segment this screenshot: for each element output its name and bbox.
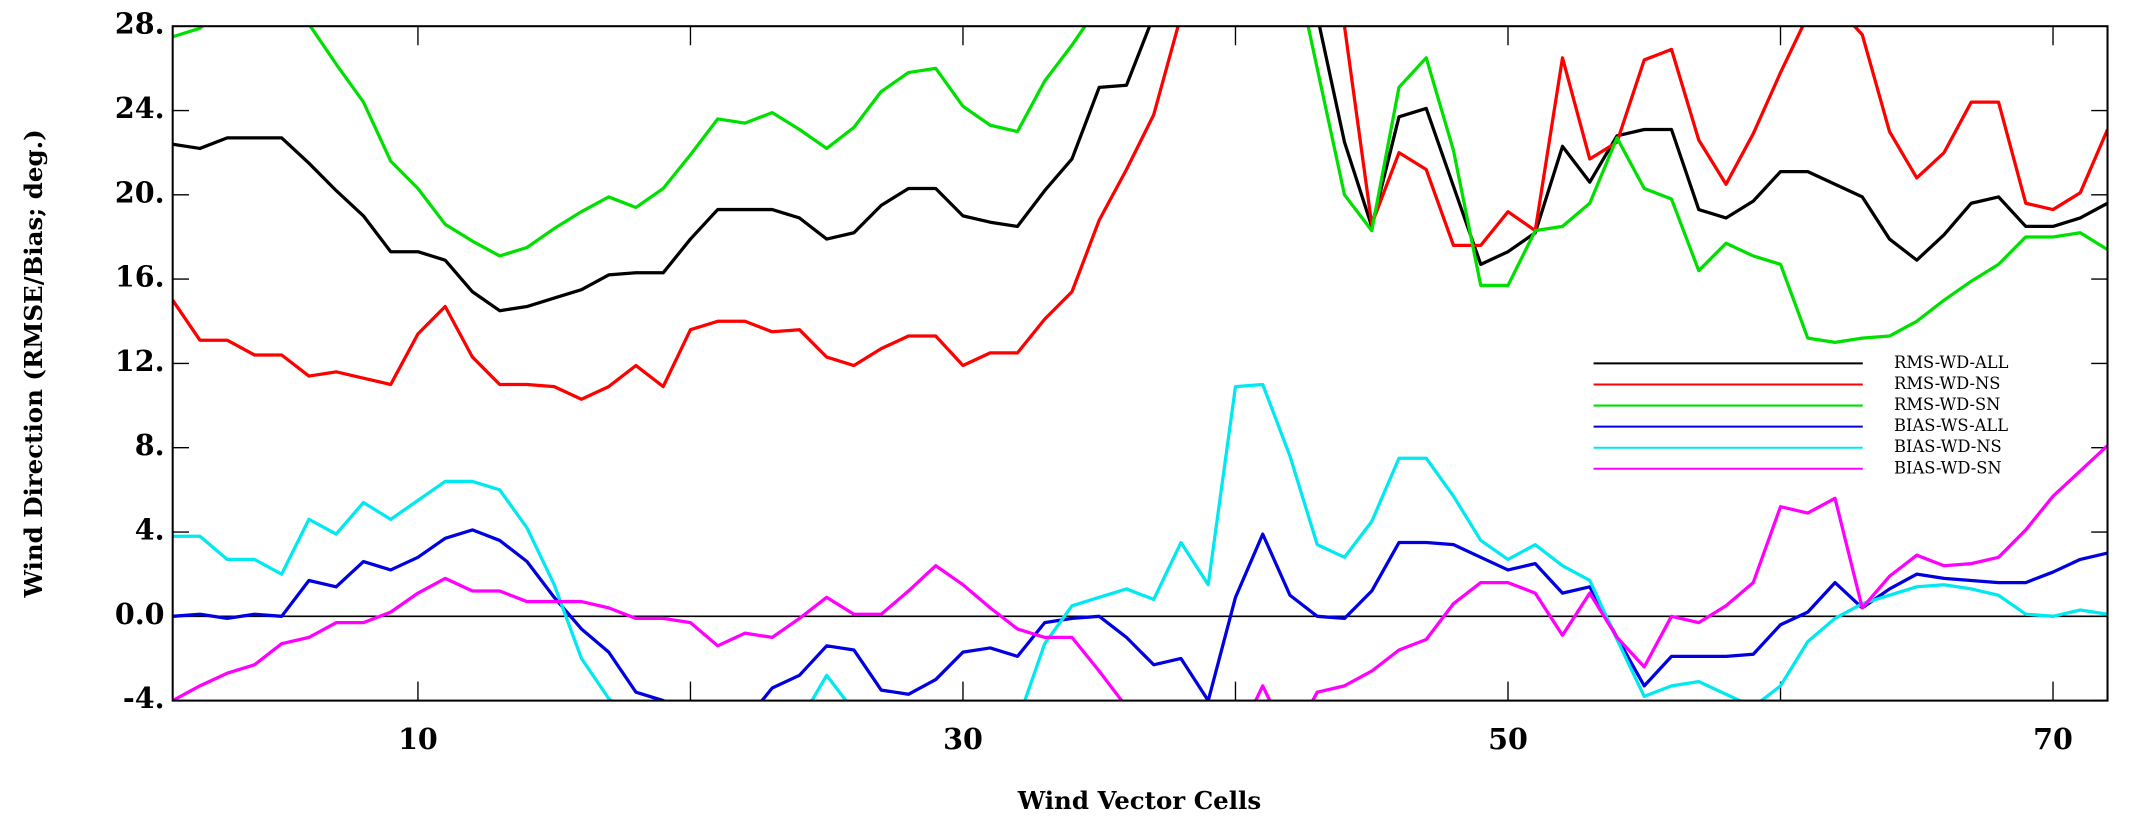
- x-tick-label: 30: [943, 722, 983, 756]
- x-tick-label: 10: [398, 722, 438, 756]
- data-line: [172, 26, 2108, 344]
- y-tick-label: 16.: [115, 260, 165, 294]
- legend-label: BIAS-WD-SN: [1894, 458, 2002, 477]
- data-line: [172, 528, 2108, 701]
- legend-label: RMS-WD-SN: [1894, 395, 2000, 414]
- plot-frame: [171, 25, 2109, 702]
- legend-label: RMS-WD-ALL: [1894, 353, 2009, 372]
- x-tick-label: 70: [2033, 722, 2073, 756]
- y-axis-label: Wind Direction (RMSE/Bias; deg.): [19, 129, 48, 598]
- x-tick-label: 50: [1488, 722, 1528, 756]
- legend-label: RMS-WD-NS: [1894, 374, 2000, 393]
- data-line: [172, 444, 2108, 701]
- y-tick-label: 20.: [115, 175, 165, 209]
- y-tick-label: 0.0: [115, 597, 165, 631]
- data-line: [172, 382, 2108, 701]
- y-tick-label: 24.: [115, 91, 165, 125]
- y-tick-label: -4.: [123, 681, 165, 715]
- data-line: [172, 26, 2108, 401]
- y-tick-label: 28.: [115, 7, 165, 41]
- data-line: [172, 26, 2108, 313]
- plot-area: [172, 26, 2108, 701]
- y-tick-label: 8.: [135, 428, 165, 462]
- legend-label: BIAS-WD-NS: [1894, 437, 2002, 456]
- legend-label: BIAS-WS-ALL: [1894, 416, 2008, 435]
- y-tick-label: 12.: [115, 344, 165, 378]
- x-axis-label: Wind Vector Cells: [1017, 786, 1261, 815]
- y-tick-label: 4.: [135, 513, 165, 547]
